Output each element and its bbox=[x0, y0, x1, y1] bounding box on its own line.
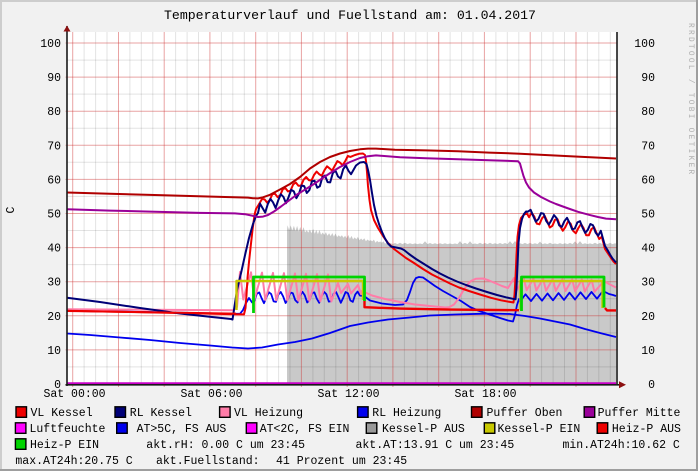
svg-text:10: 10 bbox=[641, 345, 655, 358]
svg-text:20: 20 bbox=[641, 311, 655, 324]
svg-text:RL Heizung: RL Heizung bbox=[372, 407, 441, 420]
svg-text:Kessel-P EIN: Kessel-P EIN bbox=[498, 423, 581, 436]
svg-text:70: 70 bbox=[47, 140, 61, 153]
svg-text:Sat 18:00: Sat 18:00 bbox=[454, 388, 516, 401]
svg-text:20: 20 bbox=[47, 311, 61, 324]
svg-text:VL Kessel: VL Kessel bbox=[31, 407, 93, 420]
svg-text:Sat 12:00: Sat 12:00 bbox=[317, 388, 379, 401]
svg-text:100: 100 bbox=[40, 38, 61, 51]
svg-text:100: 100 bbox=[634, 38, 655, 51]
svg-text:Puffer Oben: Puffer Oben bbox=[487, 407, 563, 420]
svg-text:akt.Fuellstand:: akt.Fuellstand: bbox=[156, 455, 260, 468]
svg-text:Kessel-P AUS: Kessel-P AUS bbox=[382, 423, 465, 436]
svg-text:50: 50 bbox=[641, 209, 655, 222]
svg-text:Heiz-P EIN: Heiz-P EIN bbox=[30, 439, 99, 452]
svg-text:30: 30 bbox=[641, 277, 655, 290]
svg-text:Heiz-P AUS: Heiz-P AUS bbox=[612, 423, 681, 436]
svg-text:90: 90 bbox=[47, 72, 61, 85]
svg-text:Sat 00:00: Sat 00:00 bbox=[43, 388, 105, 401]
svg-text:60: 60 bbox=[47, 174, 61, 187]
svg-text:Sat 06:00: Sat 06:00 bbox=[180, 388, 242, 401]
svg-text:70: 70 bbox=[641, 140, 655, 153]
svg-text:60: 60 bbox=[641, 174, 655, 187]
svg-text:Temperaturverlauf und Fuellsta: Temperaturverlauf und Fuellstand am: 01.… bbox=[164, 8, 536, 23]
svg-text:80: 80 bbox=[47, 106, 61, 119]
svg-text:40: 40 bbox=[47, 243, 61, 256]
svg-text:AT>5C, FS AUS: AT>5C, FS AUS bbox=[137, 423, 227, 436]
svg-text:akt.AT:13.91 C um 23:45: akt.AT:13.91 C um 23:45 bbox=[356, 439, 515, 452]
svg-text:41 Prozent um 23:45: 41 Prozent um 23:45 bbox=[276, 455, 407, 468]
svg-text:VL Heizung: VL Heizung bbox=[234, 407, 303, 420]
svg-text:min.AT24h:10.62 C: min.AT24h:10.62 C bbox=[563, 439, 680, 452]
svg-text:0: 0 bbox=[54, 379, 61, 392]
svg-text:50: 50 bbox=[47, 209, 61, 222]
svg-text:0: 0 bbox=[648, 379, 655, 392]
svg-text:30: 30 bbox=[47, 277, 61, 290]
svg-text:RRDTOOL / TOBI OETIKER: RRDTOOL / TOBI OETIKER bbox=[686, 23, 694, 177]
svg-text:C: C bbox=[5, 206, 18, 213]
svg-text:max.AT24h:20.75 C: max.AT24h:20.75 C bbox=[15, 455, 132, 468]
svg-text:80: 80 bbox=[641, 106, 655, 119]
svg-text:10: 10 bbox=[47, 345, 61, 358]
svg-text:40: 40 bbox=[641, 243, 655, 256]
svg-text:akt.rH: 0.00 C um 23:45: akt.rH: 0.00 C um 23:45 bbox=[146, 439, 305, 452]
svg-text:90: 90 bbox=[641, 72, 655, 85]
svg-text:AT<2C, FS EIN: AT<2C, FS EIN bbox=[260, 423, 350, 436]
svg-text:RL Kessel: RL Kessel bbox=[130, 407, 192, 420]
svg-text:Puffer Mitte: Puffer Mitte bbox=[598, 407, 681, 420]
svg-text:Luftfeuchte: Luftfeuchte bbox=[30, 423, 106, 436]
